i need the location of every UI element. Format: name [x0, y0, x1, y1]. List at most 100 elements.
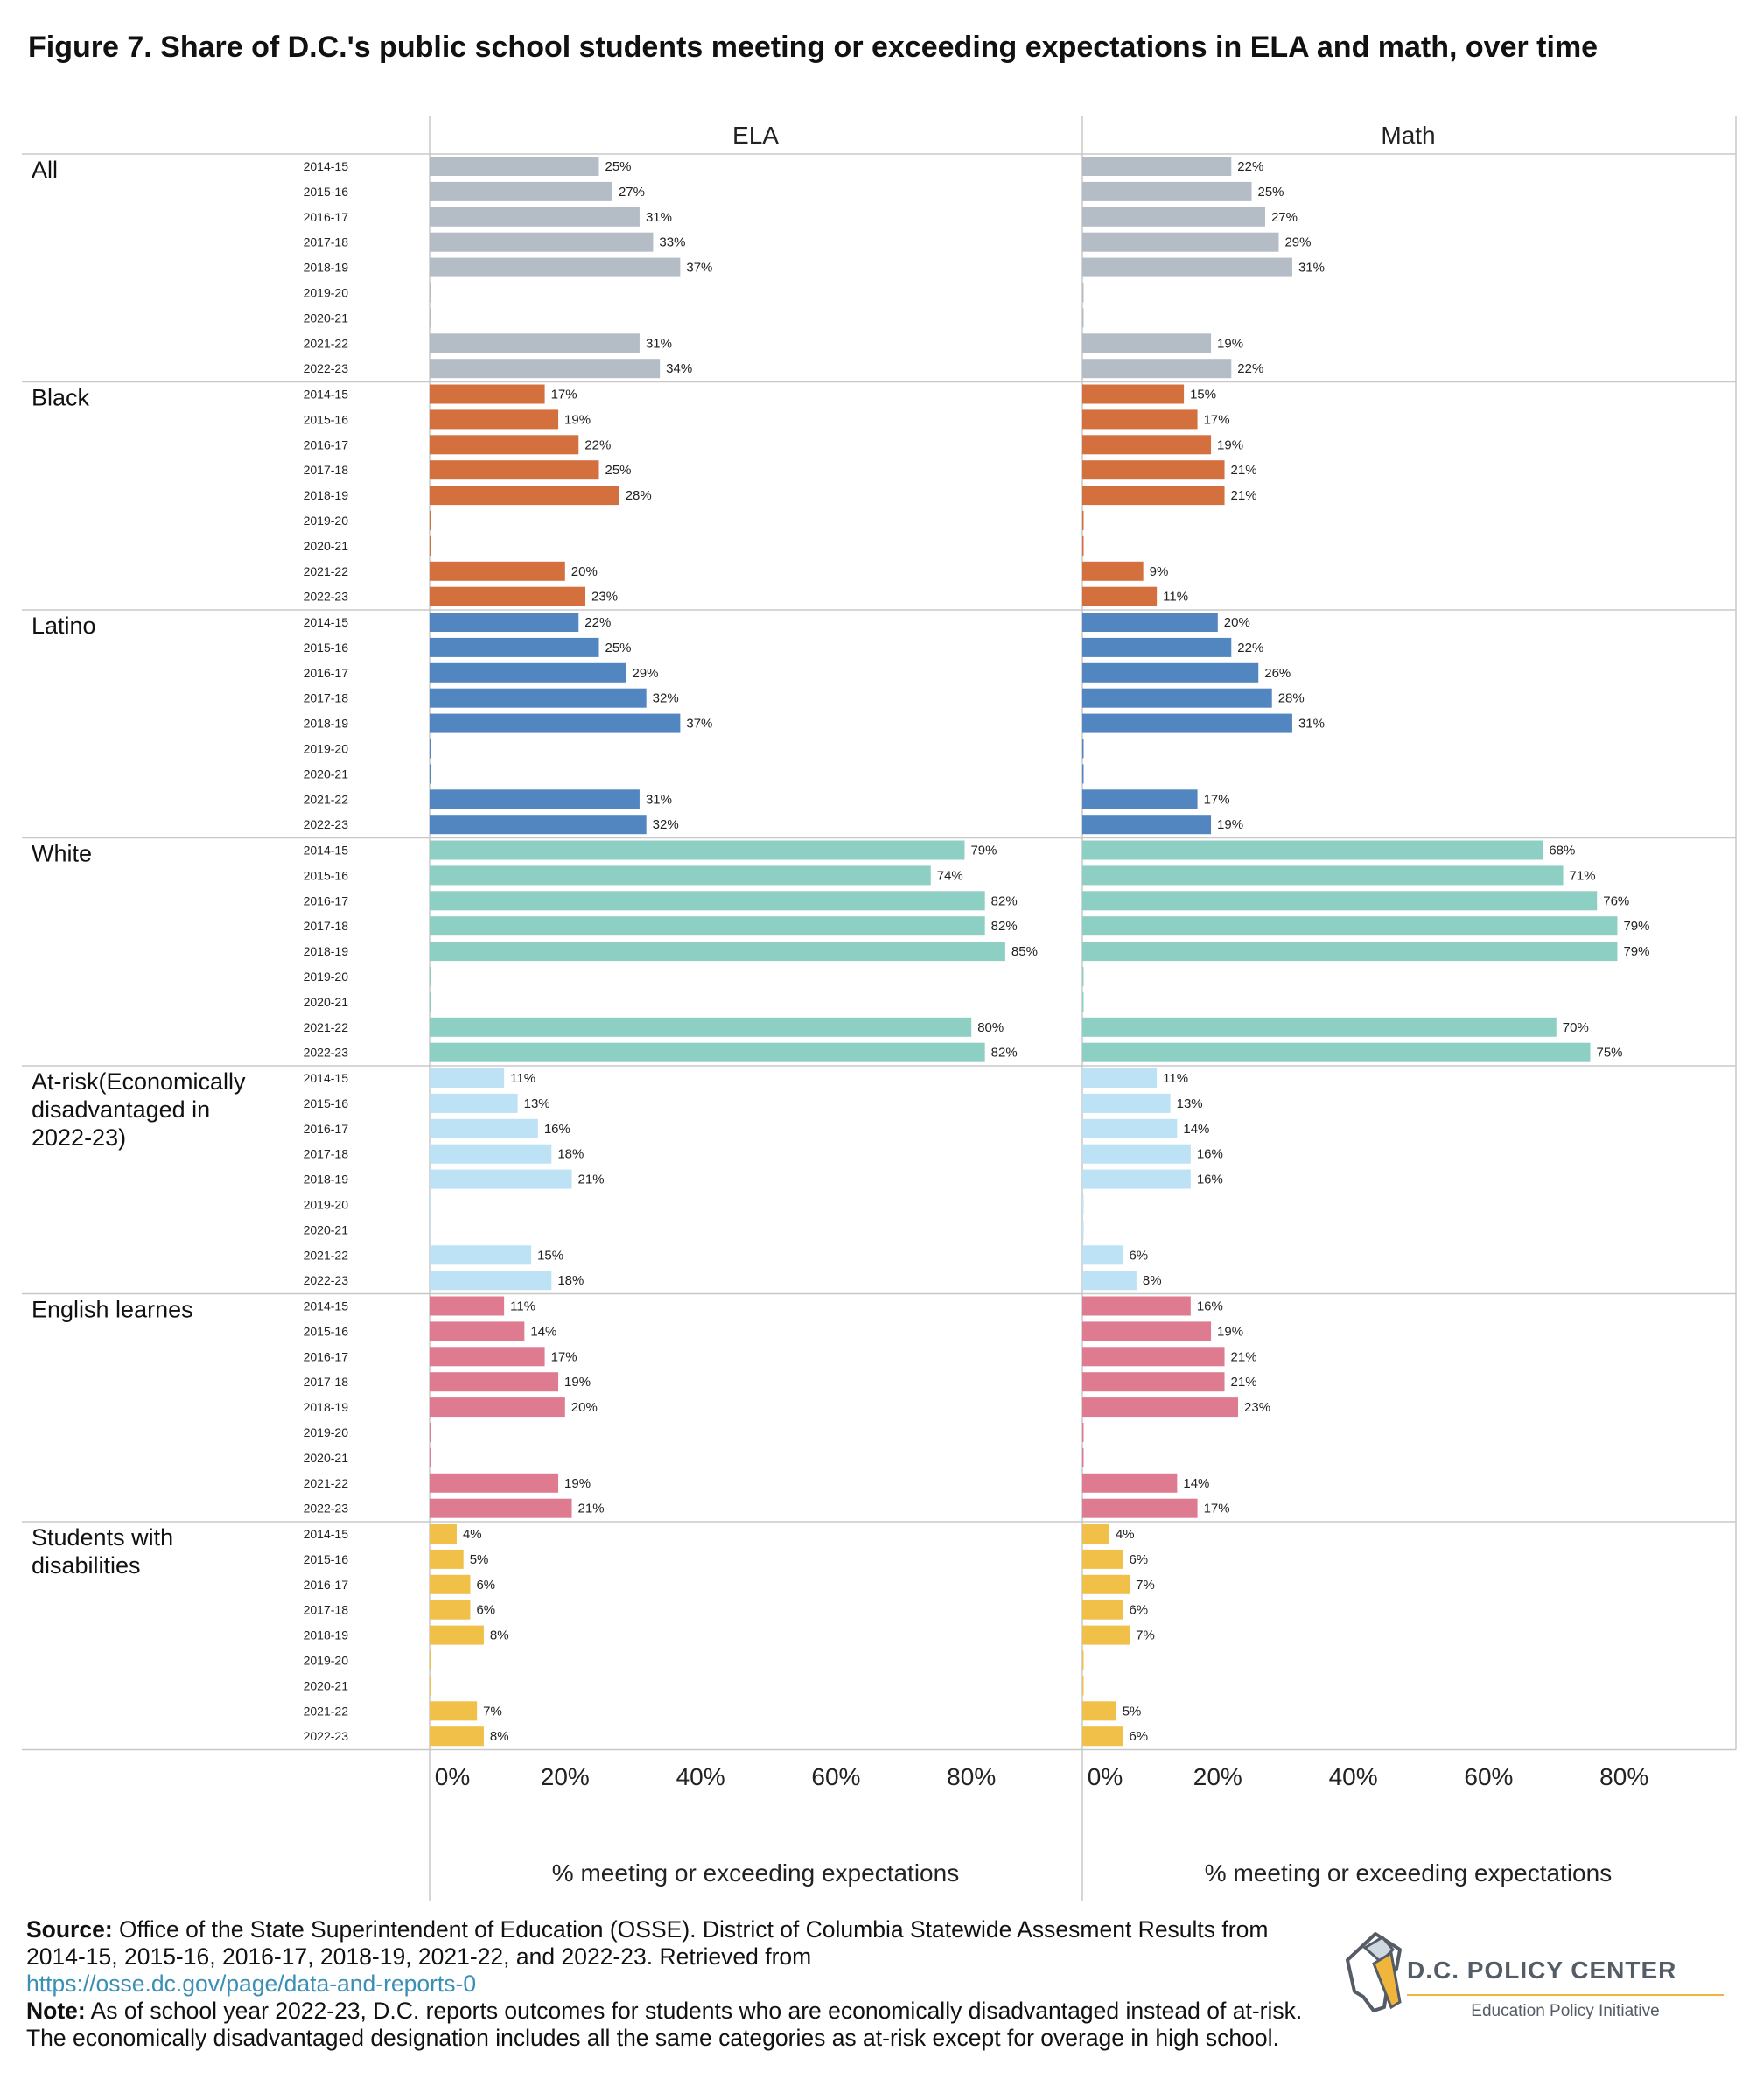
bar-empty	[1082, 967, 1084, 986]
bar-value-label: 13%	[524, 1096, 550, 1111]
bar	[430, 1473, 559, 1493]
bar	[430, 865, 931, 886]
bar	[1082, 1549, 1124, 1569]
bar-value-label: 22%	[584, 615, 611, 630]
bar-value-label: 32%	[653, 817, 679, 832]
bar-value-label: 31%	[1298, 261, 1325, 276]
bar-empty	[1082, 283, 1084, 303]
bar-value-label: 33%	[659, 235, 685, 250]
bar	[430, 1347, 545, 1367]
bar-value-label: 19%	[1217, 817, 1243, 832]
group-label-line: English learnes	[32, 1297, 193, 1323]
year-tick-label: 2021-22	[304, 564, 349, 578]
bar	[1082, 1042, 1591, 1062]
bar	[430, 206, 640, 227]
group-label: Latino	[32, 612, 96, 639]
bar-value-label: 17%	[1204, 1502, 1230, 1516]
year-tick-label: 2016-17	[304, 1578, 349, 1592]
bar-chart: ELA Math All 2014-15 25% 22% 2015-16 27% 25% 2016…	[22, 116, 1737, 1900]
bar	[430, 1068, 505, 1088]
bar-value-label: 6%	[1129, 1552, 1148, 1567]
bar-value-label: 4%	[463, 1527, 482, 1542]
year-tick-label: 2018-19	[304, 1172, 349, 1186]
bar-empty	[1082, 1447, 1084, 1467]
bar-value-label: 22%	[1237, 159, 1264, 174]
bar-value-label: 25%	[606, 159, 632, 174]
bar-value-label: 16%	[544, 1122, 570, 1137]
bar	[1082, 486, 1225, 506]
bar-value-label: 25%	[606, 640, 632, 655]
bar-value-label: 15%	[537, 1248, 564, 1263]
bar-value-label: 19%	[1217, 336, 1243, 351]
bar	[1082, 815, 1212, 835]
group-label: At-risk(Economically disadvantaged in 2022…	[32, 1068, 246, 1151]
year-tick-label: 2020-21	[304, 539, 349, 553]
bar	[430, 688, 647, 708]
bar-value-label: 5%	[1123, 1704, 1142, 1718]
bar	[1082, 713, 1292, 733]
year-tick-label: 2016-17	[304, 1349, 349, 1363]
source-link[interactable]: https://osse.dc.gov/page/data-and-report…	[26, 1970, 477, 1997]
bar-value-label: 31%	[646, 210, 672, 225]
group-label-line: At-risk(Economically	[32, 1068, 246, 1095]
bar-empty	[430, 967, 431, 986]
bar-empty	[430, 1676, 431, 1696]
bar-value-label: 20%	[1224, 615, 1250, 630]
bar	[1082, 586, 1158, 606]
bar	[430, 815, 647, 835]
bar	[430, 232, 654, 252]
year-tick-label: 2014-15	[304, 844, 349, 858]
bar-value-label: 19%	[564, 1476, 591, 1491]
bar-value-label: 17%	[551, 1349, 578, 1364]
bar	[1082, 1245, 1124, 1265]
bar-value-label: 17%	[1204, 412, 1230, 427]
bar-value-label: 79%	[970, 844, 997, 858]
year-tick-label: 2019-20	[304, 1654, 349, 1668]
bar	[1082, 181, 1252, 201]
bar-value-label: 25%	[606, 463, 632, 478]
year-tick-label: 2016-17	[304, 1122, 349, 1136]
x-tick-label: 0%	[1088, 1763, 1123, 1790]
bar-empty	[1082, 738, 1084, 759]
bar-empty	[430, 536, 431, 556]
bar	[430, 333, 640, 354]
bar	[1082, 789, 1198, 809]
bar	[430, 1296, 505, 1316]
bar-empty	[430, 1220, 431, 1240]
bar-empty	[1082, 536, 1084, 556]
bar-empty	[1082, 1220, 1084, 1240]
bar-empty	[1082, 1423, 1084, 1442]
year-tick-label: 2015-16	[304, 412, 349, 426]
bar	[1082, 688, 1272, 708]
bar-value-label: 71%	[1570, 868, 1596, 883]
year-tick-label: 2015-16	[304, 1096, 349, 1110]
bar	[1082, 435, 1212, 455]
year-tick-label: 2015-16	[304, 1324, 349, 1338]
x-tick-label: 20%	[1194, 1763, 1242, 1790]
bar	[1082, 1144, 1191, 1164]
year-tick-label: 2014-15	[304, 388, 349, 402]
bar	[430, 1549, 464, 1569]
bar	[430, 1397, 565, 1418]
bar-value-label: 4%	[1116, 1527, 1135, 1542]
bar-empty	[1082, 1676, 1084, 1696]
bar	[430, 891, 985, 911]
bar	[1082, 257, 1292, 277]
bar-empty	[430, 1194, 431, 1214]
bar-empty	[430, 764, 431, 784]
bar-value-label: 21%	[1231, 1349, 1257, 1364]
bar-value-label: 6%	[476, 1578, 495, 1592]
bar	[430, 1726, 484, 1746]
bar-value-label: 21%	[1231, 463, 1257, 478]
bar	[1082, 410, 1198, 430]
bar-value-label: 29%	[1284, 235, 1311, 250]
bar-value-label: 13%	[1177, 1096, 1203, 1111]
bar-value-label: 37%	[686, 717, 712, 732]
bar	[430, 1270, 552, 1291]
bar-value-label: 25%	[1258, 185, 1284, 200]
bar	[1082, 384, 1185, 404]
bar	[1082, 1093, 1171, 1113]
bar	[430, 662, 626, 682]
year-tick-label: 2021-22	[304, 336, 349, 350]
bar-empty	[1082, 308, 1084, 328]
